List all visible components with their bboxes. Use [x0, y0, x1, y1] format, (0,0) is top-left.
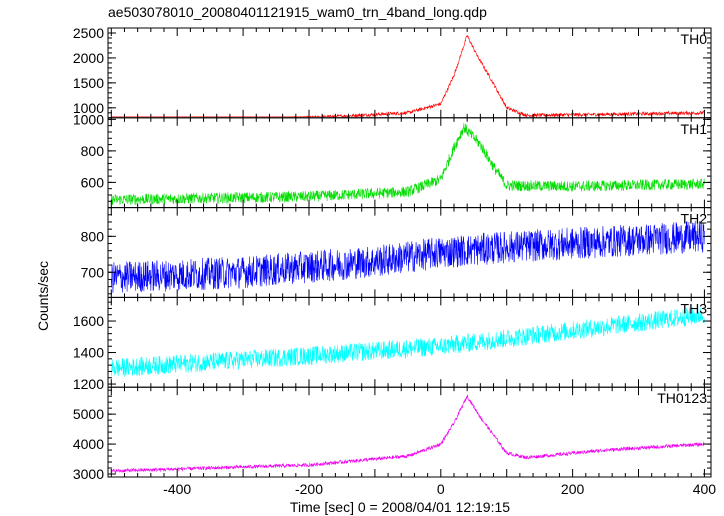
panel-label: TH0123	[657, 390, 707, 406]
y-tick-label: 4000	[73, 436, 104, 452]
panel-frame-th1	[107, 117, 712, 209]
panels-group: TH01000150020002500TH16008001000TH270080…	[73, 25, 716, 497]
series-line-th0	[111, 35, 705, 118]
y-tick-label: 1200	[73, 376, 104, 392]
x-tick-label: 0	[437, 481, 445, 497]
panel-label: TH3	[681, 300, 708, 316]
y-tick-label: 2500	[73, 25, 104, 41]
y-tick-label: 600	[81, 174, 105, 190]
series-line-th1	[111, 123, 705, 206]
series-line-th0123	[111, 394, 705, 474]
x-tick-label: 400	[693, 481, 717, 497]
panel-label: TH0	[681, 31, 708, 47]
chart-title: ae503078010_20080401121915_wam0_trn_4ban…	[108, 4, 487, 20]
y-tick-label: 2000	[73, 50, 104, 66]
y-tick-label: 800	[81, 143, 105, 159]
panel-label: TH1	[681, 121, 708, 137]
x-axis-label: Time [sec] 0 = 2008/04/01 12:19:15	[290, 499, 510, 515]
y-tick-label: 1500	[73, 75, 104, 91]
panel-frame-th0	[107, 27, 712, 119]
y-tick-label: 1000	[73, 100, 104, 116]
x-tick-label: 200	[561, 481, 585, 497]
y-tick-label: 3000	[73, 466, 104, 482]
y-tick-label: 1400	[73, 345, 104, 361]
y-tick-label: 1000	[73, 111, 104, 127]
y-tick-label: 800	[81, 228, 105, 244]
panel-label: TH2	[681, 211, 708, 227]
x-tick-label: -200	[295, 481, 323, 497]
series-line-th3	[111, 306, 705, 377]
y-tick-label: 700	[81, 264, 105, 280]
y-axis-label: Counts/sec	[35, 261, 51, 331]
series-line-th2	[111, 220, 705, 293]
x-tick-label: -400	[163, 481, 191, 497]
y-tick-label: 5000	[73, 406, 104, 422]
panel-frame-th0123	[107, 386, 712, 478]
y-tick-label: 1600	[73, 313, 104, 329]
